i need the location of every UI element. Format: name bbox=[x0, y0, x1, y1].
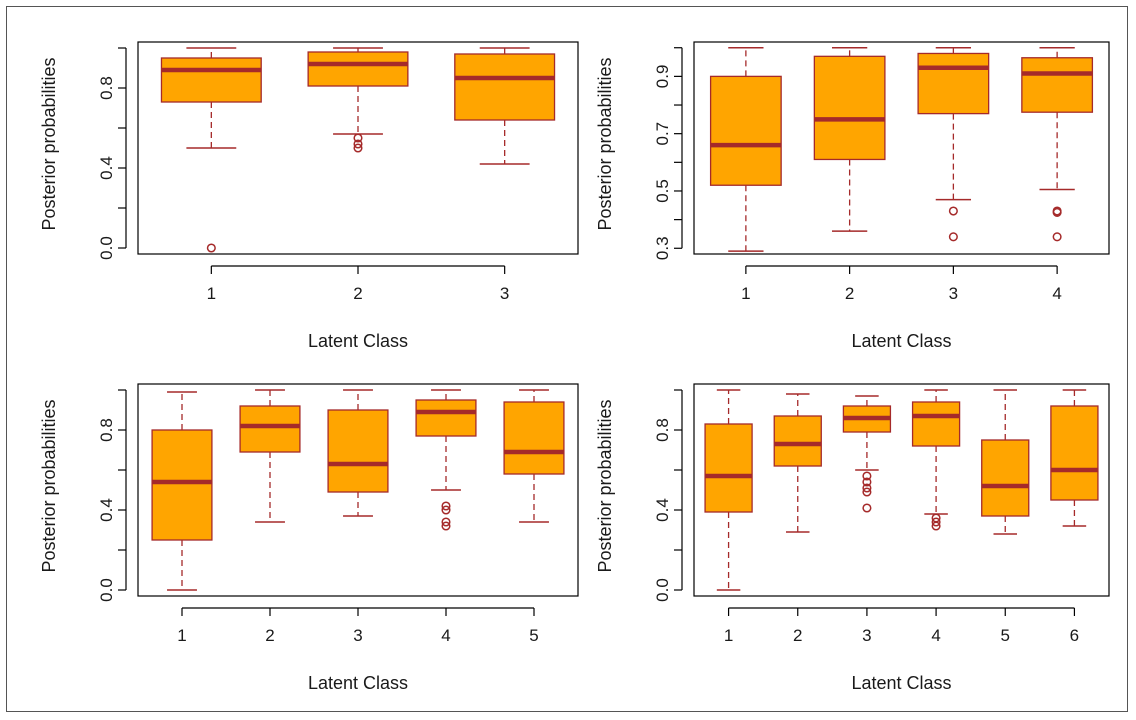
figure-frame bbox=[6, 6, 1128, 712]
outlier-point bbox=[1052, 232, 1062, 242]
y-tick-label: 0.4 bbox=[97, 156, 116, 180]
box-iqr bbox=[503, 401, 565, 475]
x-tick-label: 4 bbox=[1052, 284, 1061, 303]
x-tick-label: 3 bbox=[500, 284, 509, 303]
plot-border bbox=[693, 41, 1110, 255]
box-iqr bbox=[1021, 57, 1094, 113]
box-iqr bbox=[151, 429, 213, 541]
x-tick-label: 5 bbox=[529, 626, 538, 645]
outlier-point bbox=[1052, 206, 1062, 216]
x-tick-label: 1 bbox=[724, 626, 733, 645]
x-tick-label: 3 bbox=[353, 626, 362, 645]
outlier-point bbox=[353, 139, 363, 149]
y-axis-title: Posterior probabilities bbox=[595, 57, 615, 230]
panel-boxplot-6-classes: 0.0 0.4 0.8 1 2 3 4 5 6 Latent Class Posterior pro… bbox=[595, 383, 1110, 693]
y-tick-label: 0.8 bbox=[97, 418, 116, 442]
box-iqr bbox=[415, 399, 477, 437]
outlier-point bbox=[862, 477, 872, 487]
box-iqr bbox=[1050, 405, 1099, 501]
x-tick-label: 5 bbox=[1001, 626, 1010, 645]
outlier-point bbox=[862, 503, 872, 513]
outlier-point bbox=[441, 521, 451, 531]
x-axis-title: Latent Class bbox=[851, 331, 951, 351]
y-tick-label: 0.4 bbox=[97, 498, 116, 522]
panel-boxplot-3-classes: 0.0 0.4 0.8 1 2 3 Latent Class Posterior probab… bbox=[39, 41, 579, 351]
outlier-point bbox=[206, 243, 216, 253]
y-axis-title: Posterior probabilities bbox=[39, 57, 59, 230]
plot-border bbox=[693, 383, 1110, 597]
x-tick-label: 2 bbox=[793, 626, 802, 645]
outlier-point bbox=[948, 232, 958, 242]
box-iqr bbox=[160, 57, 262, 103]
outlier-point bbox=[353, 143, 363, 153]
x-tick-label: 1 bbox=[177, 626, 186, 645]
box-iqr bbox=[981, 439, 1030, 517]
x-tick-label: 2 bbox=[265, 626, 274, 645]
box-iqr bbox=[911, 401, 961, 447]
outlier-point bbox=[862, 483, 872, 493]
outlier-point bbox=[931, 517, 941, 527]
x-axis-title: Latent Class bbox=[308, 673, 408, 693]
x-tick-label: 4 bbox=[441, 626, 450, 645]
outlier-point bbox=[441, 505, 451, 515]
y-tick-label: 0.4 bbox=[653, 498, 672, 522]
x-tick-label: 3 bbox=[862, 626, 871, 645]
outlier-point bbox=[353, 133, 363, 143]
outlier-point bbox=[948, 206, 958, 216]
y-tick-label: 0.8 bbox=[97, 76, 116, 100]
y-tick-label: 0.0 bbox=[97, 236, 116, 260]
y-tick-label: 0.8 bbox=[653, 418, 672, 442]
y-axis-title: Posterior probabilities bbox=[39, 399, 59, 572]
outlier-point bbox=[862, 487, 872, 497]
box-iqr bbox=[917, 52, 990, 115]
outlier-point bbox=[931, 513, 941, 523]
outlier-point bbox=[441, 517, 451, 527]
y-axis-title: Posterior probabilities bbox=[595, 399, 615, 572]
outlier-point bbox=[441, 501, 451, 511]
box-iqr bbox=[307, 51, 409, 87]
outlier-point bbox=[862, 471, 872, 481]
x-axis-title: Latent Class bbox=[308, 331, 408, 351]
panel-boxplot-5-classes: 0.0 0.4 0.8 1 2 3 4 5 Latent Class Posterior prob… bbox=[39, 383, 579, 693]
x-tick-label: 1 bbox=[741, 284, 750, 303]
y-tick-label: 0.3 bbox=[653, 236, 672, 260]
y-tick-label: 0.7 bbox=[653, 122, 672, 146]
x-tick-label: 2 bbox=[353, 284, 362, 303]
box-iqr bbox=[327, 409, 389, 493]
x-tick-label: 1 bbox=[207, 284, 216, 303]
box-iqr bbox=[454, 53, 556, 121]
x-axis-title: Latent Class bbox=[851, 673, 951, 693]
panel-boxplot-4-classes: 0.3 0.5 0.7 0.9 1 2 3 4 Latent Class Posterior pr… bbox=[595, 41, 1110, 351]
y-tick-label: 0.5 bbox=[653, 179, 672, 203]
box-iqr bbox=[813, 55, 886, 161]
x-tick-label: 4 bbox=[931, 626, 940, 645]
plot-border bbox=[137, 383, 579, 597]
y-tick-label: 0.0 bbox=[653, 578, 672, 602]
box-iqr bbox=[773, 415, 822, 467]
x-tick-label: 6 bbox=[1070, 626, 1079, 645]
y-tick-label: 0.9 bbox=[653, 65, 672, 89]
x-tick-label: 2 bbox=[845, 284, 854, 303]
x-tick-label: 3 bbox=[949, 284, 958, 303]
y-tick-label: 0.0 bbox=[97, 578, 116, 602]
box-iqr bbox=[239, 405, 301, 453]
box-iqr bbox=[709, 75, 782, 186]
box-iqr bbox=[704, 423, 753, 513]
plot-border bbox=[137, 41, 579, 255]
